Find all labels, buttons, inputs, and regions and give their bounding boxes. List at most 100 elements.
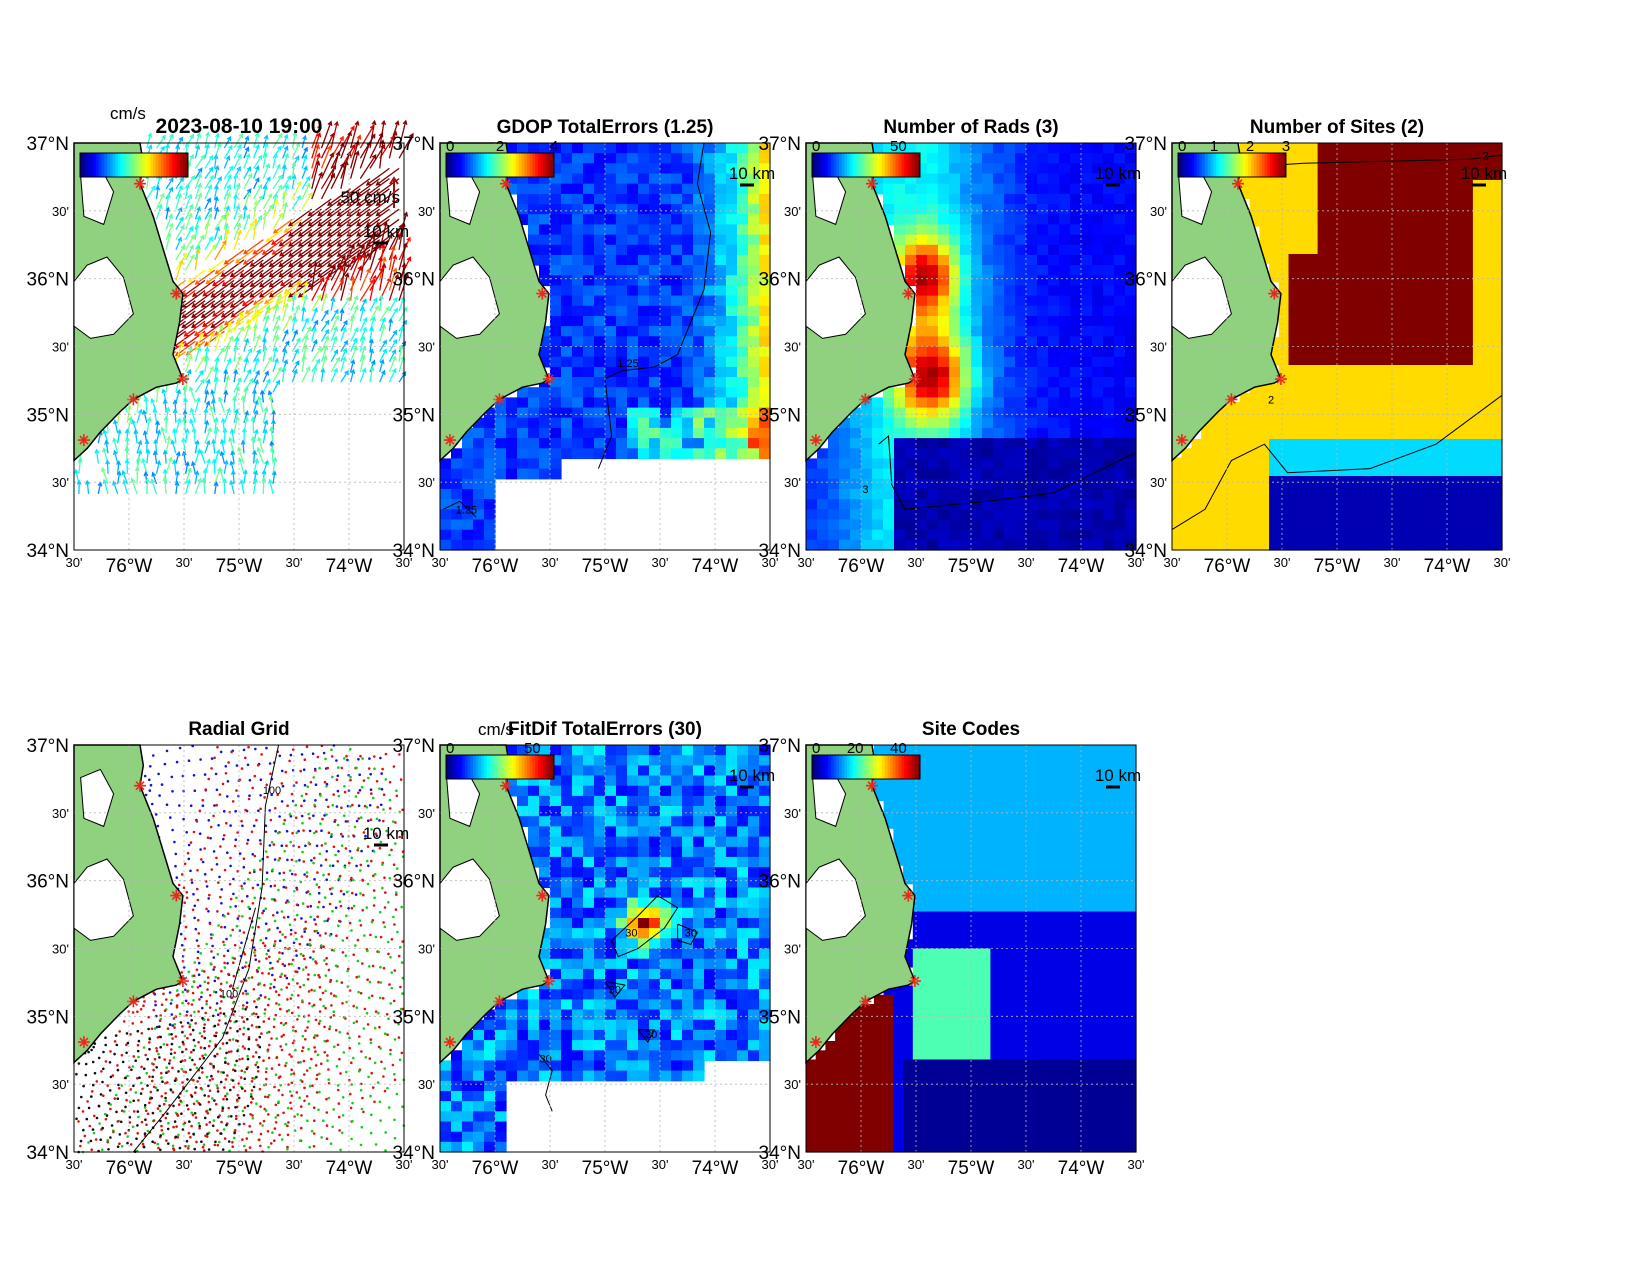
heatmap-cell <box>1366 281 1377 292</box>
heatmap-cell <box>1288 411 1299 422</box>
heatmap-cell <box>1356 217 1367 227</box>
heatmap-cell <box>1327 392 1338 403</box>
current-vector <box>349 255 362 281</box>
current-vector <box>301 191 313 210</box>
current-vector <box>239 478 245 495</box>
heatmap-cell <box>1048 356 1060 368</box>
radial-grid-point <box>243 882 246 885</box>
radial-grid-point <box>380 787 384 791</box>
lon-tick-label: 30' <box>542 555 559 570</box>
heatmap-cell <box>1346 503 1357 514</box>
current-vector <box>204 243 217 261</box>
heatmap-cell <box>1048 458 1060 470</box>
heatmap-cell <box>960 224 972 236</box>
radial-grid-point <box>280 844 284 847</box>
heatmap-cell <box>1114 539 1126 551</box>
heatmap-cell <box>1037 316 1049 327</box>
current-vector <box>175 259 184 281</box>
current-vector <box>340 347 348 363</box>
heatmap-cell <box>1366 411 1377 422</box>
heatmap-cell <box>1307 365 1319 375</box>
current-vector <box>268 269 293 288</box>
heatmap-cell <box>1337 531 1348 542</box>
heatmap-cell <box>861 438 873 449</box>
heatmap-cell <box>1317 161 1328 172</box>
heatmap-cell <box>715 387 727 398</box>
heatmap-cell <box>671 305 683 317</box>
heatmap-cell <box>982 529 994 541</box>
radial-grid-point <box>341 951 345 954</box>
colorbar <box>79 152 189 178</box>
heatmap-cell <box>1472 485 1484 496</box>
radial-grid-point <box>266 1003 270 1007</box>
heatmap-cell <box>1346 263 1357 274</box>
heatmap-cell <box>1239 522 1251 533</box>
heatmap-cell <box>1210 476 1222 486</box>
heatmap-cell <box>737 336 749 348</box>
heatmap-cell <box>1424 365 1435 375</box>
current-vector <box>330 335 338 352</box>
heatmap-cell <box>1472 198 1484 209</box>
current-vector <box>291 329 298 342</box>
heatmap-cell <box>1453 448 1464 459</box>
radial-grid-point <box>209 962 213 965</box>
heatmap-cell <box>1337 263 1348 274</box>
heatmap-cell <box>1492 337 1503 348</box>
current-vector <box>262 162 271 179</box>
heatmap-cell <box>1015 346 1027 358</box>
current-vector <box>282 289 289 312</box>
heatmap-cell <box>1298 513 1309 523</box>
heatmap-cell <box>682 143 694 154</box>
lon-tick-label: 30' <box>798 555 815 570</box>
heatmap-cell <box>1026 509 1038 521</box>
heatmap-cell <box>1375 522 1387 533</box>
heatmap-cell <box>1395 374 1406 385</box>
heatmap-cell <box>561 173 573 185</box>
radial-grid-point <box>232 877 235 881</box>
heatmap-cell <box>905 224 917 236</box>
heatmap-cell <box>1103 234 1115 246</box>
heatmap-cell <box>916 204 928 215</box>
current-vector <box>262 184 268 200</box>
heatmap-cell <box>1385 198 1396 209</box>
colorbar-swatch <box>139 153 143 177</box>
heatmap-cell <box>1443 180 1455 190</box>
heatmap-cell <box>1220 522 1231 533</box>
heatmap-cell <box>1059 387 1071 398</box>
lon-tick-label: 74°W <box>1058 556 1105 577</box>
current-vector <box>349 120 360 149</box>
current-vector <box>265 228 284 243</box>
current-vector <box>251 388 257 403</box>
heatmap-cell <box>1395 226 1406 237</box>
radial-grid-point <box>282 871 286 875</box>
current-vector <box>317 208 342 227</box>
heatmap-cell <box>1327 309 1338 320</box>
colorbar <box>445 152 555 178</box>
heatmap-cell <box>1327 531 1338 542</box>
radial-grid-point <box>206 836 210 839</box>
heatmap-cell <box>1482 263 1493 274</box>
heatmap-cell <box>883 183 895 195</box>
heatmap-cell <box>726 193 738 205</box>
heatmap-cell <box>1125 336 1137 348</box>
heatmap-cell <box>1081 336 1093 348</box>
heatmap-cell <box>971 265 983 276</box>
heatmap-cell <box>1059 326 1071 337</box>
radial-grid-point <box>252 824 256 828</box>
heatmap-cell <box>649 346 661 358</box>
heatmap-cell <box>949 529 961 541</box>
heatmap-cell <box>1015 387 1027 398</box>
current-vector <box>240 439 246 454</box>
radial-grid-point <box>203 980 207 984</box>
heatmap-cell <box>1015 234 1027 246</box>
heatmap-cell <box>572 407 584 419</box>
radial-grid-point <box>390 848 393 852</box>
heatmap-cell <box>1114 173 1126 185</box>
heatmap-cell <box>1346 244 1357 255</box>
heatmap-cell <box>715 305 727 317</box>
radial-grid-point <box>232 892 235 896</box>
heatmap-cell <box>517 173 529 185</box>
heatmap-cell <box>1037 356 1049 368</box>
heatmap-cell <box>1443 522 1455 533</box>
